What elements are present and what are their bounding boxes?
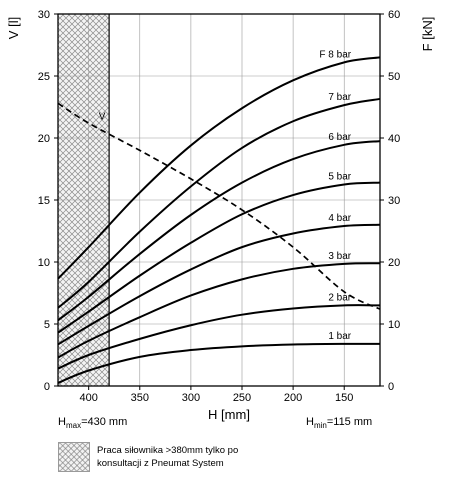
x-axis-title: H [mm] bbox=[208, 407, 250, 422]
x-tick-label: 350 bbox=[131, 392, 149, 404]
series-label: 6 bar bbox=[328, 132, 351, 143]
y-left-tick-label: 25 bbox=[38, 71, 50, 83]
series-line-1-bar bbox=[57, 342, 381, 384]
y-left-tick-label: 0 bbox=[44, 381, 50, 393]
series-line-2-bar bbox=[57, 304, 381, 370]
y-left-axis-title: V [l] bbox=[6, 17, 21, 39]
series-line-3-bar bbox=[57, 262, 381, 359]
y-left-tick-label: 30 bbox=[38, 9, 50, 21]
series-line-7-bar bbox=[57, 97, 381, 309]
y-right-axis-title: F [kN] bbox=[420, 17, 435, 52]
series-label: V bbox=[99, 112, 106, 123]
y-left-tick-label: 20 bbox=[38, 133, 50, 145]
y-right-tick-label: 30 bbox=[388, 195, 400, 207]
y-right-tick-label: 60 bbox=[388, 9, 400, 21]
series-line-v bbox=[57, 102, 381, 310]
hmax-label: Hmax=430 mm bbox=[58, 416, 127, 430]
series-label: 2 bar bbox=[328, 292, 351, 303]
x-tick-label: 400 bbox=[79, 392, 97, 404]
series-line-6-bar bbox=[57, 140, 381, 322]
hatched-area-swatch bbox=[58, 442, 90, 472]
series-line-4-bar bbox=[57, 223, 381, 346]
x-tick-label: 150 bbox=[335, 392, 353, 404]
y-right-tick-label: 50 bbox=[388, 71, 400, 83]
y-left-tick-label: 5 bbox=[44, 319, 50, 331]
hmin-label: Hmin=115 mm bbox=[306, 416, 372, 430]
x-tick-label: 250 bbox=[233, 392, 251, 404]
y-right-tick-label: 10 bbox=[388, 319, 400, 331]
series-line-f-8-bar bbox=[57, 56, 381, 280]
y-right-tick-label: 40 bbox=[388, 133, 400, 145]
series-label: F 8 bar bbox=[319, 49, 351, 60]
x-tick-label: 200 bbox=[284, 392, 302, 404]
x-tick-label: 300 bbox=[182, 392, 200, 404]
y-right-tick-label: 20 bbox=[388, 257, 400, 269]
series-label: 4 bar bbox=[328, 213, 351, 224]
y-left-tick-label: 10 bbox=[38, 257, 50, 269]
series-line-5-bar bbox=[57, 181, 381, 334]
series-label: 7 bar bbox=[328, 92, 351, 103]
y-right-tick-label: 0 bbox=[388, 381, 394, 393]
series-label: 3 bar bbox=[328, 251, 351, 262]
series-label: 1 bar bbox=[328, 331, 351, 342]
legend-note: Praca siłownika >380mm tylko po konsulta… bbox=[97, 445, 239, 469]
series-label: 5 bar bbox=[328, 172, 351, 183]
y-left-tick-label: 15 bbox=[38, 195, 50, 207]
legend: Praca siłownika >380mm tylko po konsulta… bbox=[58, 442, 438, 478]
